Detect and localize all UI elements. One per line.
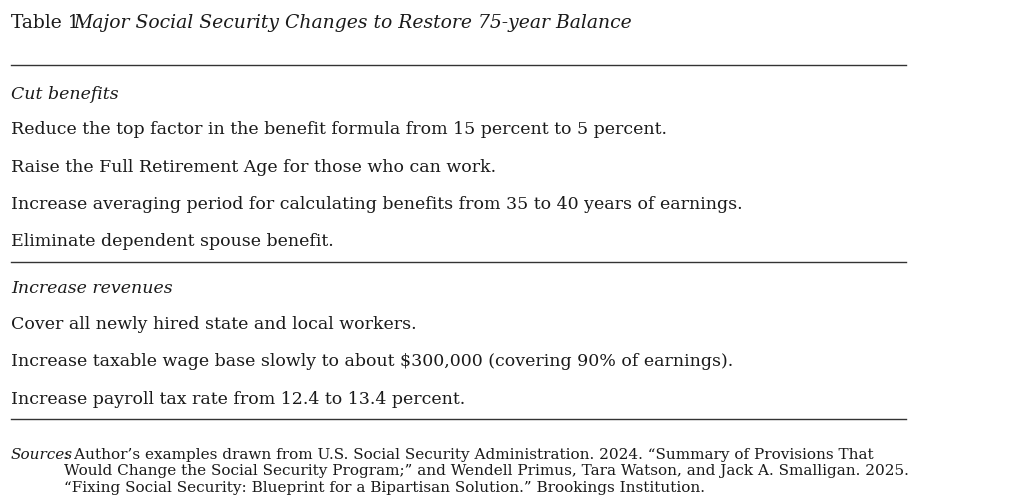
Text: Eliminate dependent spouse benefit.: Eliminate dependent spouse benefit. [11, 234, 334, 250]
Text: Cut benefits: Cut benefits [11, 86, 119, 102]
Text: Raise the Full Retirement Age for those who can work.: Raise the Full Retirement Age for those … [11, 158, 497, 176]
Text: Increase payroll tax rate from 12.4 to 13.4 percent.: Increase payroll tax rate from 12.4 to 1… [11, 391, 465, 408]
Text: Increase taxable wage base slowly to about $300,000 (covering 90% of earnings).: Increase taxable wage base slowly to abo… [11, 353, 733, 370]
Text: Sources: Sources [11, 448, 73, 462]
Text: Reduce the top factor in the benefit formula from 15 percent to 5 percent.: Reduce the top factor in the benefit for… [11, 121, 667, 138]
Text: Table 1.: Table 1. [11, 13, 91, 32]
Text: : Author’s examples drawn from U.S. Social Security Administration. 2024. “Summa: : Author’s examples drawn from U.S. Soci… [65, 448, 909, 495]
Text: Cover all newly hired state and local workers.: Cover all newly hired state and local wo… [11, 316, 417, 333]
Text: Major Social Security Changes to Restore 75-year Balance: Major Social Security Changes to Restore… [74, 13, 632, 32]
Text: Increase averaging period for calculating benefits from 35 to 40 years of earnin: Increase averaging period for calculatin… [11, 196, 742, 213]
Text: Increase revenues: Increase revenues [11, 281, 173, 297]
